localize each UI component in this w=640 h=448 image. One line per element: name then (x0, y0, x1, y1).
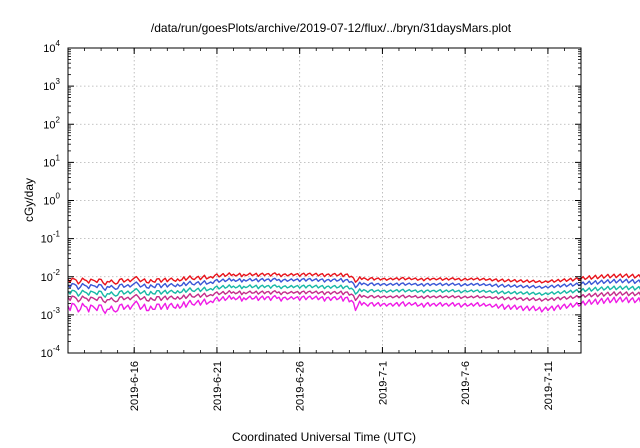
y-axis-ticks: 10-4 10-3 10-2 10-1 100 101 102 103 104 (41, 39, 581, 360)
x-tick-label: 2019-6-16 (129, 361, 141, 411)
x-tick-label: 2019-7-6 (460, 361, 472, 405)
y-axis-label: cGy/day (22, 178, 36, 222)
y-tick-label: 102 (43, 115, 60, 131)
x-axis-label: Coordinated Universal Time (UTC) (232, 430, 416, 444)
x-tick-label: 2019-6-21 (212, 361, 224, 411)
x-tick-label: 2019-7-1 (377, 361, 389, 405)
y-tick-label: 101 (43, 153, 60, 169)
series-line (67, 277, 640, 291)
series-line (67, 284, 640, 298)
y-tick-label: 100 (43, 192, 60, 208)
series-line (67, 294, 640, 314)
y-tick-label: 10-2 (41, 268, 61, 284)
y-tick-label: 10-1 (41, 230, 61, 246)
series-line (67, 290, 640, 304)
x-axis-ticks: 2019-6-16 2019-6-21 2019-6-26 2019-7-1 2019-… (84, 48, 565, 411)
y-tick-label: 103 (43, 77, 60, 93)
y-tick-label: 104 (43, 39, 60, 55)
chart-title: /data/run/goesPlots/archive/2019-07-12/f… (151, 21, 512, 35)
series-line (67, 272, 640, 286)
series-group (67, 272, 640, 314)
y-tick-label: 10-4 (41, 344, 61, 360)
y-tick-label: 10-3 (41, 306, 61, 322)
x-tick-label: 2019-6-26 (295, 361, 307, 411)
x-tick-label: 2019-7-11 (543, 361, 555, 410)
